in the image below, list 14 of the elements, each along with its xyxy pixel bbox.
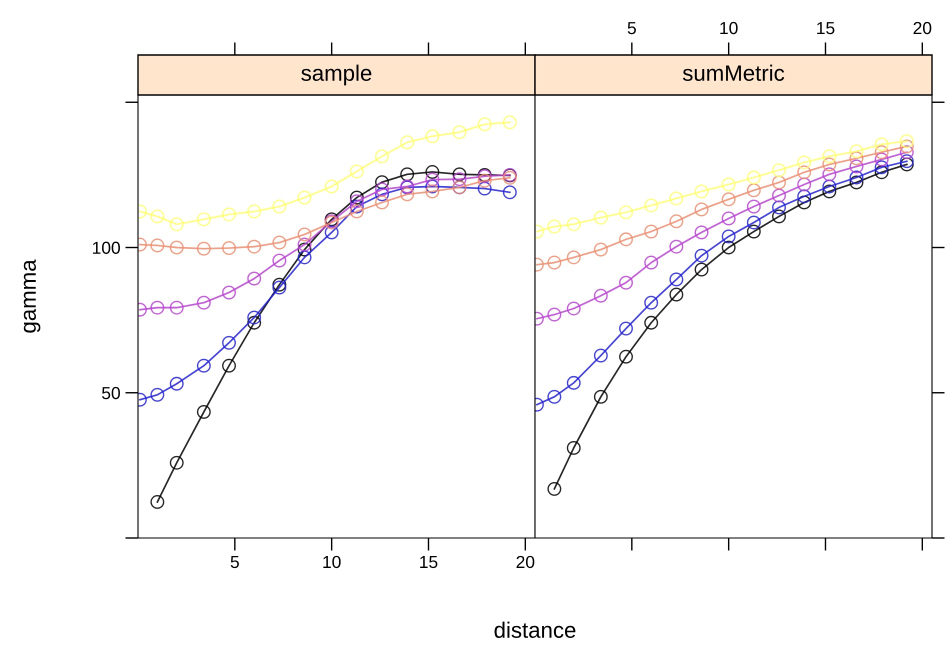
x-tick-label: 15 — [420, 556, 438, 568]
x2-tick-label: 20 — [914, 22, 932, 34]
x2-tick-label: 15 — [817, 22, 834, 34]
y-tick-label: 100 — [93, 242, 120, 254]
x-axis-title: distance — [494, 622, 576, 638]
y-axis-title: gamma — [24, 259, 40, 333]
x2-tick-label: 10 — [720, 22, 738, 34]
x2-tick-label: 5 — [628, 22, 636, 34]
x-tick-label: 5 — [230, 556, 239, 568]
chart-title: sample — [301, 64, 372, 86]
chart-title: sumMetric — [682, 64, 784, 81]
x-tick-label: 10 — [323, 556, 341, 568]
x-tick-label: 20 — [516, 556, 534, 568]
y-tick-label: 50 — [102, 386, 120, 400]
